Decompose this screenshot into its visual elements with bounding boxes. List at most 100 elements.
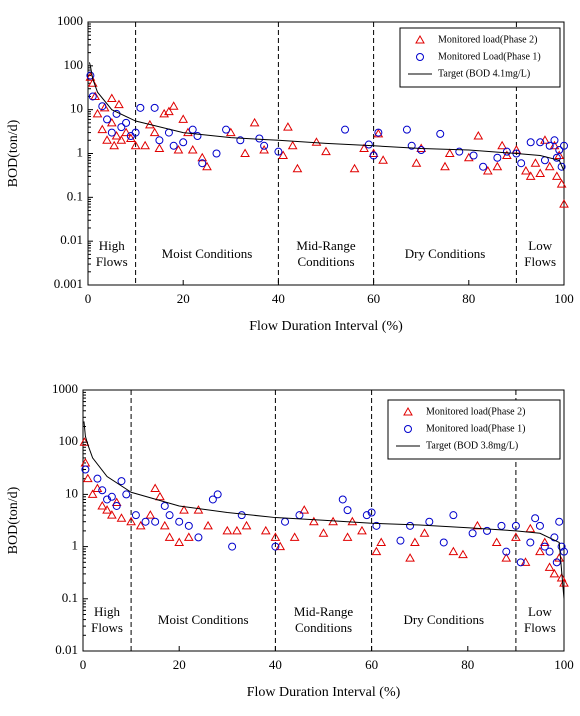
circle-point [213,490,222,499]
triangle-point [106,510,117,519]
y-tick-label: 0.01 [60,232,83,247]
triangle-point [359,143,369,153]
legend-label: Monitored load(Phase 1) [426,423,525,434]
circle-point [98,486,107,495]
x-axis-label: Flow Duration Interval (%) [249,319,403,334]
x-axis-label: Flow Duration Interval (%) [247,685,401,700]
circle-point [402,125,411,134]
circle-point [151,517,160,526]
triangle-point [82,473,93,483]
triangle-point [202,161,212,171]
circle-point [364,140,373,149]
circle-point [417,146,426,155]
triangle-point [287,140,298,150]
zone-label: Mid-Range [294,604,353,619]
zone-label: Flows [524,254,556,269]
circle-point [526,538,535,547]
zone-label: Dry Conditions [403,612,484,627]
triangle-point [535,168,546,177]
circle-point [406,521,415,530]
triangle-point [174,537,185,546]
circle-point [155,136,164,145]
legend-box [399,27,561,88]
circle-point [86,71,95,80]
circle-point [271,542,280,551]
zone-label: Dry Conditions [405,246,486,261]
circle-point [557,162,566,171]
circle-point [535,521,544,530]
triangle-point [203,520,213,530]
circle-point [341,125,350,134]
x-tick-label: 100 [554,657,574,672]
triangle-point [458,549,468,559]
triangle-point [405,553,415,562]
triangle-point [187,145,198,154]
triangle-point [249,117,260,127]
triangle-point [102,505,112,514]
circle-point [425,517,434,526]
triangle-point [87,78,98,87]
triangle-point [554,150,565,160]
zone-label: Moist Conditions [162,246,253,261]
circle-point [407,141,416,150]
triangle-point [349,163,360,173]
triangle-point [440,161,450,171]
triangle-point [178,114,189,123]
circle-point [260,141,269,150]
triangle-point [289,532,300,541]
circle-point [545,141,554,150]
plot-frame [82,389,565,652]
circle-point [550,136,559,145]
circle-point [455,147,464,156]
triangle-point [260,525,271,535]
legend-label: Monitored load(Phase 2) [438,34,537,45]
triangle-point [376,537,387,546]
y-tick-label: 0.001 [54,276,83,291]
zone-label: Flows [91,620,123,635]
triangle-point [444,148,455,157]
triangle-point [549,568,560,578]
circle-point [112,501,121,510]
circle-point [536,138,545,147]
triangle-point [559,199,569,208]
triangle-point [155,491,165,501]
circle-point [184,521,193,530]
circle-point [98,102,107,111]
triangle-point [164,106,174,116]
x-tick-label: 40 [272,291,285,306]
triangle-point [411,158,422,167]
triangle-point [311,137,322,146]
triangle-point [318,528,329,537]
triangle-point [419,528,430,537]
circle-point [469,151,478,160]
zone-label: Low [528,604,552,619]
triangle-point [116,135,127,144]
y-tick-label: 100 [64,57,84,72]
circle-point [295,511,304,520]
target-line [83,421,565,599]
circle-point [552,153,561,162]
triangle-point [121,127,131,137]
triangle-point [126,516,136,526]
y-tick-label: 0.1 [67,188,83,203]
legend-circle [404,425,412,433]
x-tick-label: 80 [461,657,474,672]
triangle-point [321,146,331,156]
triangle-point [116,513,127,522]
triangle-point [106,93,117,102]
y-tick-label: 0.01 [55,642,78,657]
triangle-point [109,140,120,150]
circle-point [540,156,549,165]
circle-point [103,495,112,504]
circle-point [107,128,116,137]
circle-point [468,529,477,538]
circle-point [103,115,112,124]
circle-point [502,547,511,556]
circle-point [160,501,169,510]
circle-point [557,542,566,551]
circle-point [131,128,140,137]
chart-panel: 0.01 0.1 1 10 100 1000 0 20 40 60 80 100 Flow Durati… [6,381,574,700]
triangle-point [371,546,382,556]
triangle-point [275,541,286,551]
triangle-point [473,131,484,140]
